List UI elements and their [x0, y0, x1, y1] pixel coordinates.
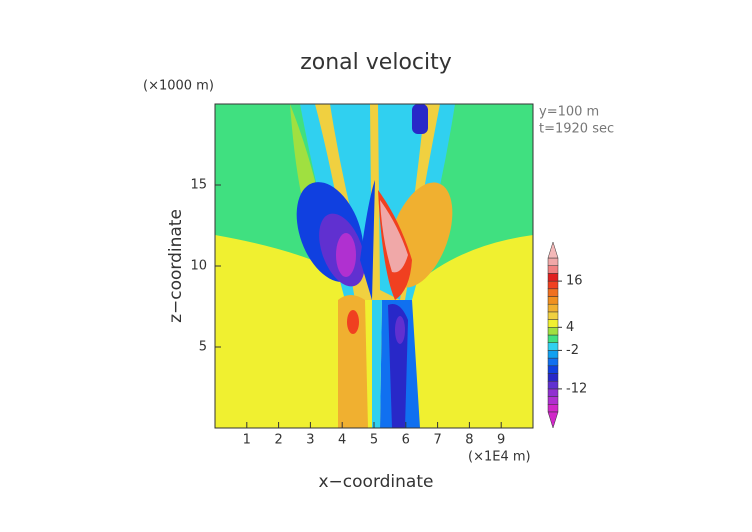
annotation: y=100 m — [539, 105, 599, 120]
x-axis-label: x−coordinate — [319, 472, 434, 492]
colorbar-tick-label: -12 — [566, 381, 587, 396]
x-tick-label: 4 — [338, 433, 346, 448]
y-tick-label: 15 — [190, 178, 207, 193]
x-tick-label: 7 — [433, 433, 441, 448]
colorbar-under — [547, 411, 559, 429]
colorbar-segment — [547, 319, 559, 328]
colorbar-segment — [547, 357, 559, 367]
y-tick-label: 10 — [190, 259, 207, 274]
colorbar-segment — [547, 327, 559, 336]
colorbar-segment — [547, 404, 559, 413]
colorbar-segment — [547, 373, 559, 382]
colorbar-segment — [547, 334, 559, 343]
x-unit-label: (×1E4 m) — [468, 450, 531, 465]
x-tick-label: 8 — [465, 433, 473, 448]
colorbar-segment — [547, 257, 559, 266]
annotation: t=1920 sec — [539, 122, 614, 137]
contour-field — [215, 104, 533, 428]
colorbar-segment — [547, 396, 559, 405]
y-unit-label: (×1000 m) — [143, 79, 214, 94]
y-axis-label: z−coordinate — [166, 209, 186, 323]
x-tick-label: 9 — [497, 433, 505, 448]
colorbar-segment — [547, 380, 559, 390]
colorbar-segment — [547, 342, 559, 351]
colorbar-segment — [547, 388, 559, 397]
y-tick-label: 5 — [199, 340, 207, 355]
colorbar-segment — [547, 265, 559, 274]
x-tick-label: 5 — [370, 433, 378, 448]
colorbar-segment — [547, 365, 559, 374]
colorbar-segment — [547, 273, 559, 282]
colorbar-over — [547, 241, 559, 259]
x-tick-label: 2 — [274, 433, 282, 448]
colorbar-tick-label: 4 — [566, 320, 574, 335]
x-tick-label: 6 — [402, 433, 410, 448]
colorbar-segment — [547, 311, 559, 320]
chart-title: zonal velocity — [300, 50, 452, 75]
colorbar-segment — [547, 280, 559, 290]
colorbar-tick-label: 16 — [566, 274, 583, 289]
colorbar-segment — [547, 296, 559, 305]
colorbar-segment — [547, 288, 559, 297]
colorbar-tick-label: -2 — [566, 343, 579, 358]
colorbar-segment — [547, 350, 559, 359]
colorbar-segment — [547, 303, 559, 313]
x-tick-label: 3 — [306, 433, 314, 448]
x-tick-label: 1 — [243, 433, 251, 448]
